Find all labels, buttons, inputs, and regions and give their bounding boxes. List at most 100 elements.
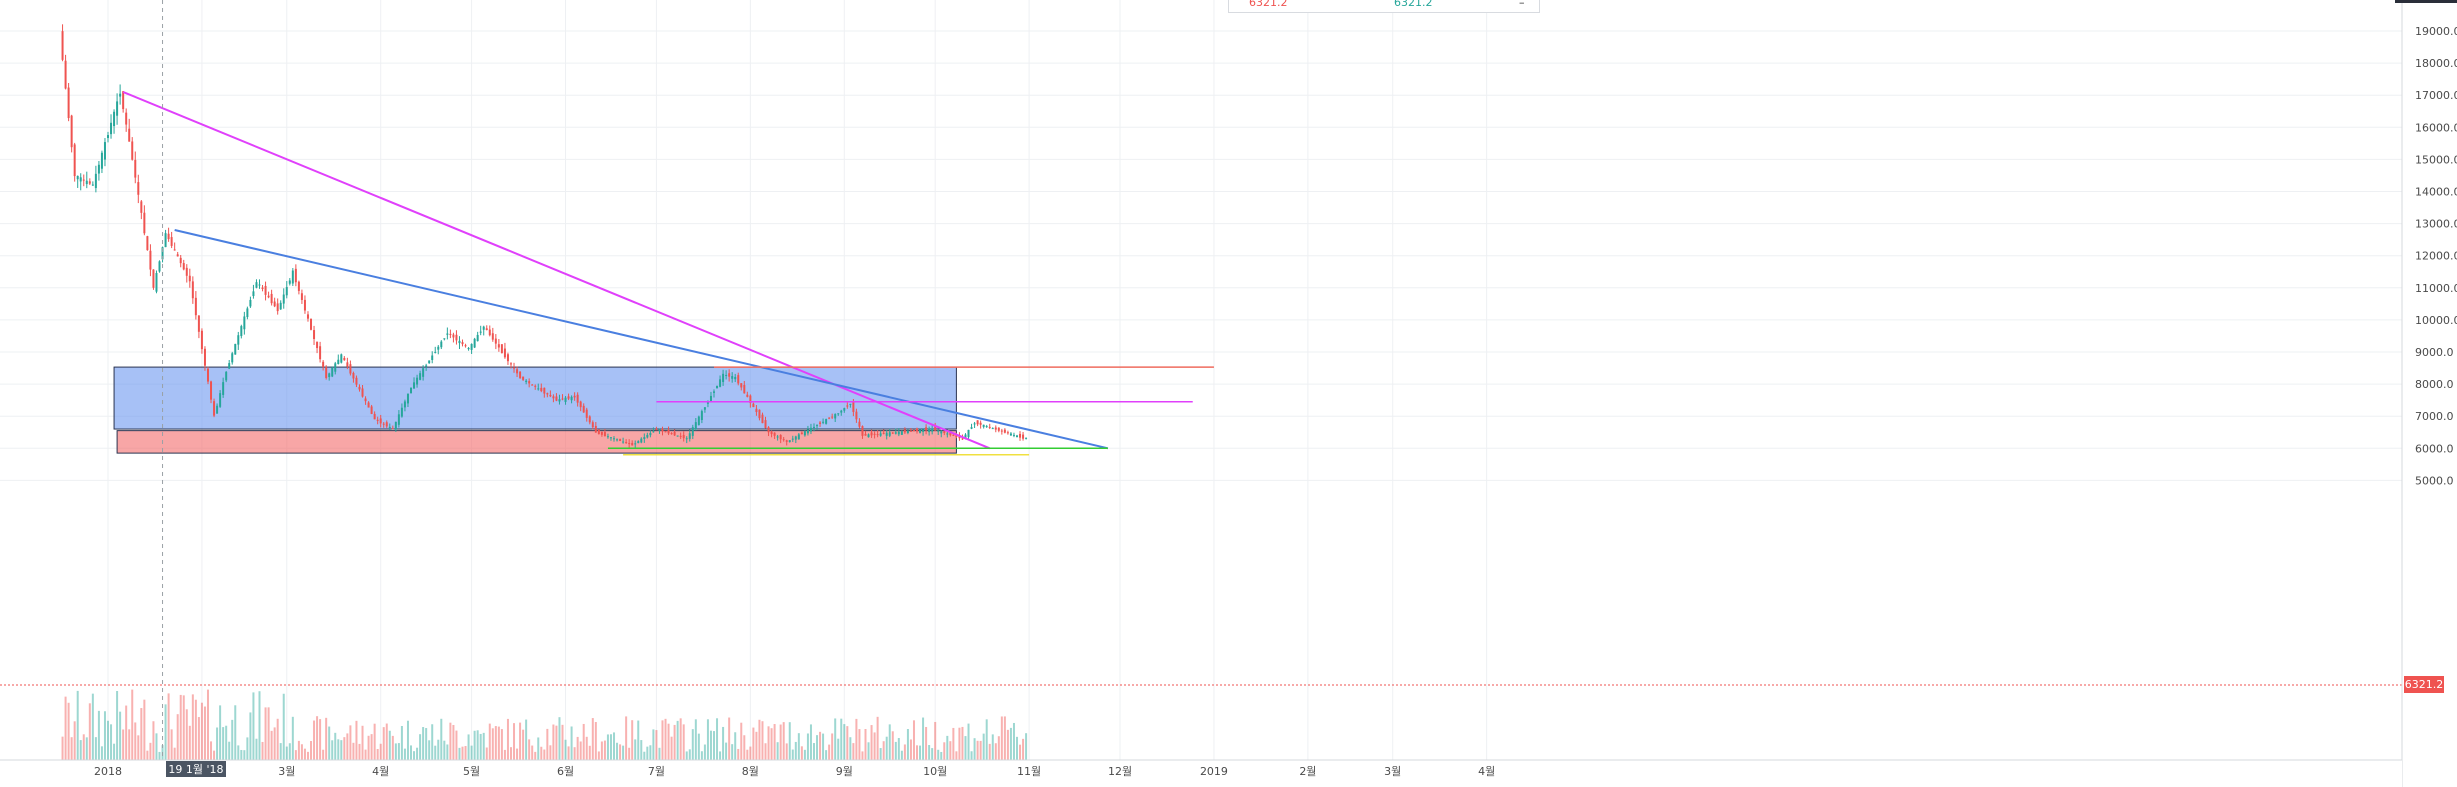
volume-bar	[422, 727, 425, 760]
time-tick-label: 3월	[278, 765, 295, 778]
volume-bar	[655, 730, 658, 760]
volume-bar	[600, 741, 603, 760]
volume-bar	[367, 735, 370, 760]
candle-body	[637, 441, 640, 443]
volume-bar	[243, 750, 246, 760]
volume-bar	[749, 746, 752, 760]
candle-body	[564, 397, 567, 402]
candle-body	[416, 377, 419, 385]
candle-body	[749, 395, 752, 404]
volume-bar	[616, 742, 619, 760]
candle-body	[597, 429, 600, 435]
candle-body	[576, 394, 579, 403]
volume-bar	[658, 747, 661, 760]
volume-bar	[540, 746, 543, 760]
volume-bar	[694, 719, 697, 760]
candle-body	[397, 414, 400, 425]
candle-body	[652, 431, 655, 433]
time-axis[interactable]	[0, 760, 2402, 787]
volume-bar	[1022, 738, 1025, 760]
candle-body	[558, 399, 561, 402]
candle-body	[267, 295, 270, 298]
volume-bar	[103, 711, 106, 760]
price-tick-label: 16000.0	[2415, 121, 2457, 134]
volume-bar	[652, 729, 655, 760]
candle-body	[149, 250, 152, 270]
volume-bar	[885, 736, 888, 760]
candle-body	[176, 254, 179, 257]
volume-bar	[661, 720, 664, 760]
volume-bar	[164, 704, 167, 760]
volume-bar	[546, 728, 549, 760]
volume-bar	[370, 734, 373, 760]
volume-bar	[843, 724, 846, 760]
candle-body	[952, 434, 955, 436]
volume-bar	[125, 705, 128, 760]
volume-bar	[716, 718, 719, 760]
volume-bar	[628, 747, 631, 760]
volume-bar	[446, 744, 449, 760]
volume-bar	[728, 717, 731, 760]
candle-body	[691, 427, 694, 436]
volume-bar	[213, 750, 216, 760]
candle-body	[934, 426, 937, 431]
volume-bar	[291, 716, 294, 760]
candle-body	[706, 402, 709, 404]
candle-body	[410, 387, 412, 394]
volume-bar	[725, 742, 728, 760]
volume-bar	[61, 736, 64, 760]
candle-body	[525, 380, 528, 383]
candle-body	[649, 433, 652, 436]
volume-bar	[273, 727, 276, 760]
volume-bar	[846, 726, 849, 760]
volume-bar	[464, 746, 467, 760]
time-tick-label: 5월	[463, 765, 480, 778]
candle-body	[200, 330, 203, 350]
candle-body	[619, 439, 622, 441]
legend-collapse-button[interactable]: –	[1519, 0, 1525, 9]
volume-bar	[434, 745, 437, 760]
candle-body	[679, 435, 682, 437]
candle-body	[452, 334, 455, 338]
price-axis[interactable]	[2402, 0, 2457, 787]
volume-bar	[91, 693, 94, 760]
volume-bar	[891, 731, 894, 760]
volume-bar	[585, 736, 588, 760]
price-tick-label: 5000.0	[2415, 474, 2454, 487]
volume-bar	[261, 741, 264, 760]
volume-bar	[812, 743, 815, 760]
volume-bar	[131, 689, 134, 760]
volume-bar	[303, 748, 306, 760]
candle-body	[258, 284, 261, 286]
candle-body	[873, 433, 876, 435]
top-right-corner	[2395, 0, 2457, 3]
volume-bar	[406, 720, 409, 760]
candle-body	[928, 428, 931, 433]
volume-bar	[394, 743, 397, 760]
candle-body	[603, 432, 606, 437]
candle-body	[464, 345, 467, 347]
candle-body	[419, 373, 422, 380]
candle-body	[925, 427, 928, 431]
candle-body	[964, 434, 967, 440]
volume-bar	[194, 699, 197, 760]
candle-body	[328, 373, 331, 378]
volume-bar	[258, 691, 261, 760]
candle-body	[473, 338, 476, 348]
volume-bar	[500, 729, 503, 760]
trendline-magenta-diagonal	[122, 91, 991, 450]
volume-bar	[991, 734, 994, 760]
candle-body	[585, 409, 588, 418]
candle-body	[903, 429, 906, 433]
volume-bar	[879, 748, 882, 760]
candle-body	[131, 141, 134, 160]
candle-body	[225, 371, 228, 381]
candle-body	[279, 302, 282, 310]
volume-bar	[509, 747, 512, 760]
volume-bar	[958, 727, 961, 760]
volume-bar	[416, 747, 419, 760]
candle-body	[755, 408, 758, 413]
volume-bar	[797, 733, 800, 760]
volume-bar	[664, 718, 667, 760]
